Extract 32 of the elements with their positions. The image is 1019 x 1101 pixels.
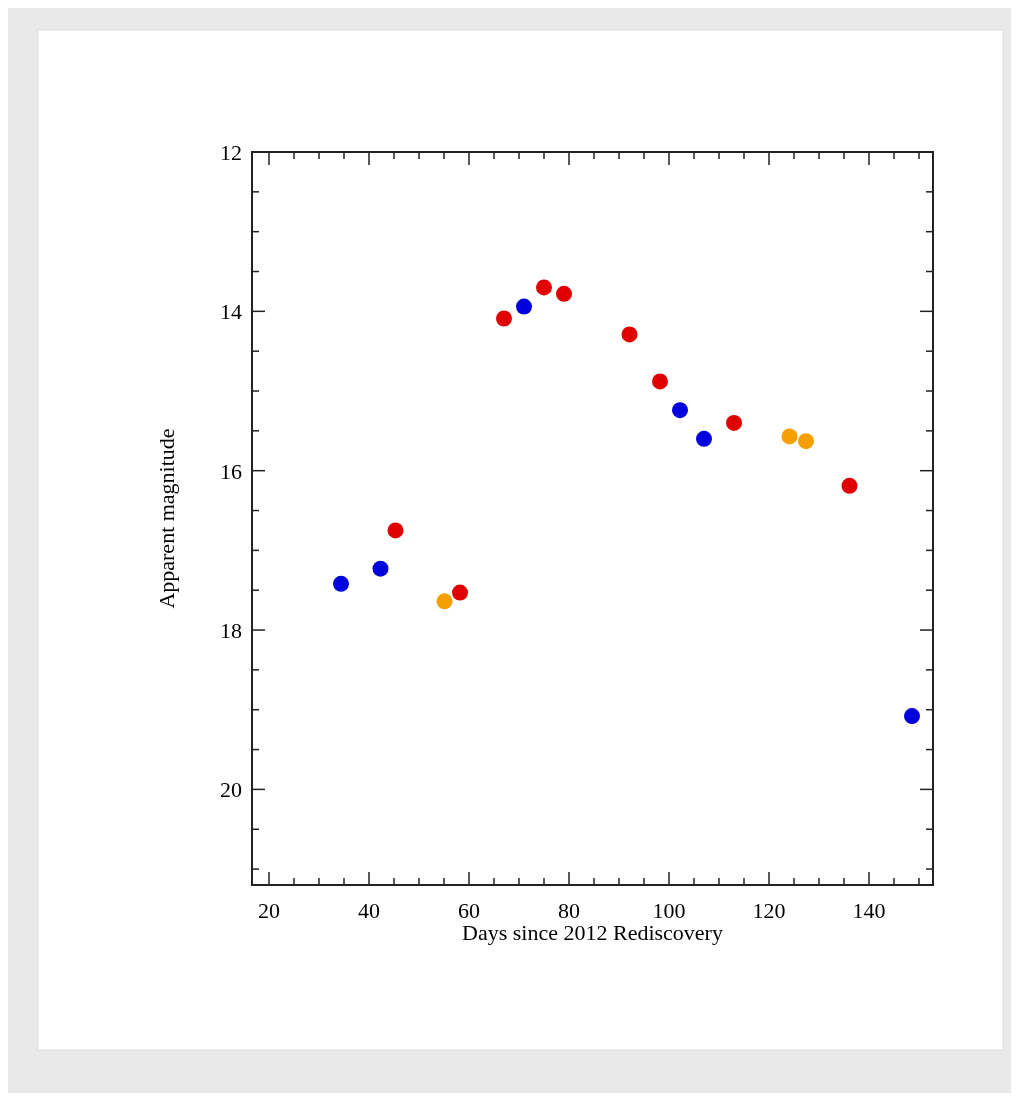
- x-tick-label: 100: [652, 898, 686, 923]
- point: [496, 310, 512, 327]
- y-tick-label: 14: [220, 299, 242, 325]
- point: [726, 414, 742, 431]
- point: [536, 279, 552, 296]
- point: [621, 326, 638, 343]
- y-tick-label: 12: [220, 140, 242, 165]
- x-tick-label: 120: [752, 898, 786, 923]
- y-tick-label: 20: [220, 777, 242, 803]
- point: [556, 285, 572, 302]
- point: [333, 575, 349, 592]
- point: [672, 402, 688, 419]
- point: [652, 373, 668, 390]
- y-tick-label: 18: [220, 618, 242, 644]
- point: [781, 428, 798, 445]
- x-axis-title: Days since 2012 Rediscovery: [462, 920, 723, 945]
- point: [516, 298, 532, 315]
- point: [798, 433, 814, 450]
- point: [372, 560, 389, 577]
- y-tick-label: 16: [220, 458, 242, 484]
- x-tick-label: 60: [458, 898, 480, 923]
- x-tick-label: 80: [558, 898, 580, 923]
- point: [452, 584, 468, 601]
- x-tick-label: 140: [852, 898, 886, 923]
- point: [436, 593, 453, 610]
- x-tick-label: 40: [358, 898, 380, 923]
- x-tick-label: 20: [258, 898, 280, 923]
- point: [841, 477, 858, 494]
- point: [904, 708, 920, 725]
- point: [387, 522, 404, 539]
- y-axis-title: Apparent magnitude: [154, 428, 179, 609]
- point: [696, 430, 712, 447]
